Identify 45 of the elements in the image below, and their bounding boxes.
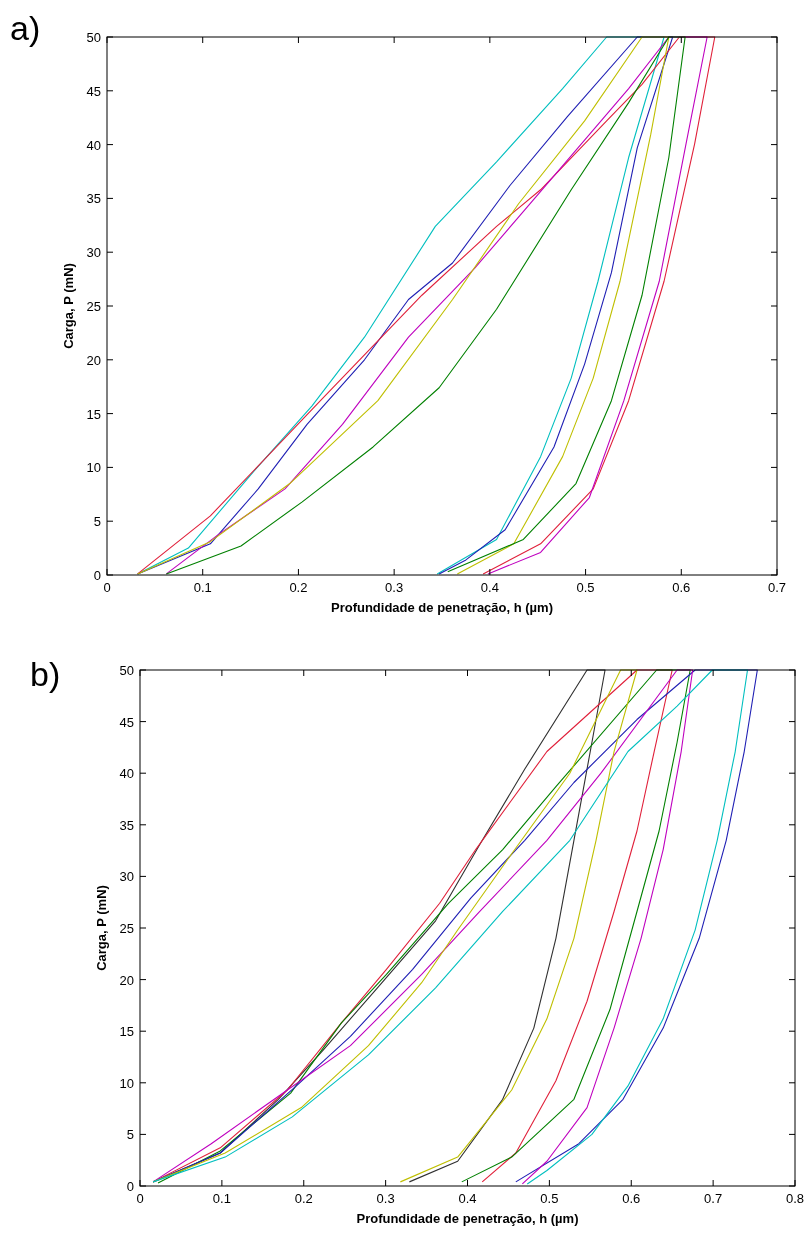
y-axis-title: Carga, P (mN) bbox=[94, 885, 109, 971]
x-tick-label: 0.8 bbox=[785, 1191, 805, 1206]
x-tick-label: 0.6 bbox=[672, 580, 691, 595]
x-tick-label: 0 bbox=[103, 580, 111, 595]
y-tick-label: 45 bbox=[86, 83, 101, 99]
y-tick-label: 45 bbox=[119, 714, 134, 730]
x-tick-label: 0.2 bbox=[289, 580, 308, 595]
x-tick-label: 0.5 bbox=[540, 1191, 559, 1206]
x-tick-label: 0.4 bbox=[480, 580, 499, 595]
x-axis-title: Profundidade de penetração, h (µm) bbox=[356, 1211, 579, 1226]
x-tick-label: 0.2 bbox=[294, 1191, 313, 1206]
y-tick-label: 35 bbox=[86, 191, 101, 207]
y-tick-label: 25 bbox=[119, 921, 134, 936]
y-tick-label: 50 bbox=[119, 663, 134, 678]
x-tick-label: 0.7 bbox=[704, 1191, 723, 1206]
x-tick-label: 0.6 bbox=[622, 1191, 641, 1206]
x-tick-label: 0.7 bbox=[767, 580, 787, 595]
y-tick-label: 30 bbox=[86, 245, 101, 261]
x-tick-label: 0.1 bbox=[193, 580, 212, 595]
y-tick-label: 10 bbox=[119, 1075, 134, 1091]
y-tick-label: 5 bbox=[93, 514, 101, 530]
y-tick-label: 15 bbox=[86, 406, 101, 422]
y-tick-label: 30 bbox=[119, 869, 134, 885]
y-tick-label: 25 bbox=[86, 299, 101, 314]
y-tick-label: 20 bbox=[119, 972, 134, 988]
y-tick-label: 5 bbox=[126, 1127, 134, 1143]
y-tick-label: 15 bbox=[119, 1024, 134, 1040]
x-tick-label: 0.1 bbox=[212, 1191, 231, 1206]
y-tick-label: 50 bbox=[86, 30, 101, 45]
y-tick-label: 0 bbox=[93, 568, 101, 583]
y-tick-label: 40 bbox=[119, 766, 134, 782]
y-tick-label: 0 bbox=[126, 1179, 134, 1194]
y-tick-label: 10 bbox=[86, 460, 101, 476]
x-tick-label: 0.3 bbox=[385, 580, 404, 595]
y-tick-label: 20 bbox=[86, 352, 101, 368]
x-tick-label: 0.5 bbox=[576, 580, 595, 595]
x-tick-label: 0.4 bbox=[458, 1191, 477, 1206]
y-tick-label: 40 bbox=[86, 137, 101, 153]
y-axis-title: Carga, P (mN) bbox=[61, 263, 76, 349]
x-tick-label: 0.3 bbox=[376, 1191, 395, 1206]
chart-title: b) bbox=[30, 655, 61, 693]
chart-title: a) bbox=[10, 9, 41, 47]
y-tick-label: 35 bbox=[119, 817, 134, 833]
x-axis-title: Profundidade de penetração, h (µm) bbox=[330, 600, 554, 615]
x-tick-label: 0 bbox=[136, 1191, 144, 1206]
